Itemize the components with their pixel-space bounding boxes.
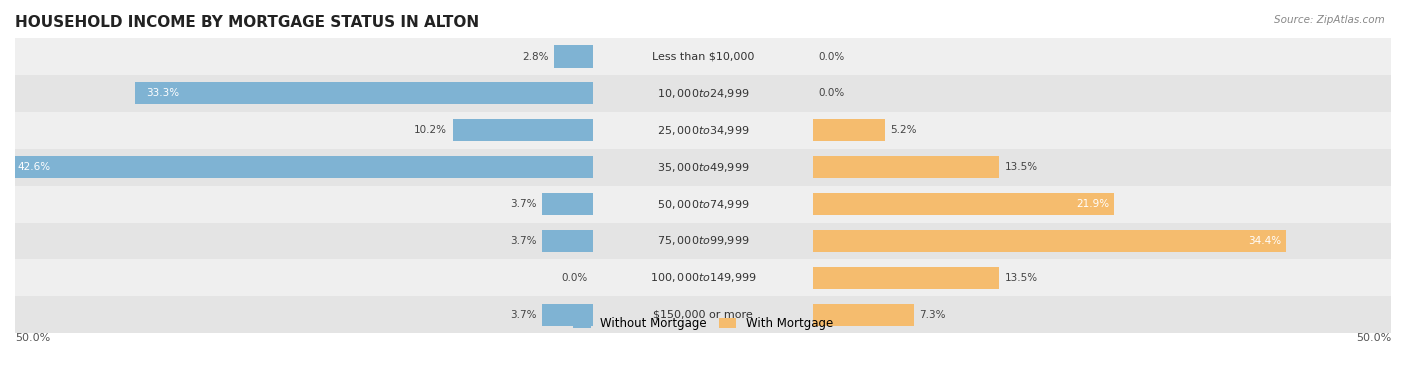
Bar: [15, 296, 1391, 333]
Text: 50.0%: 50.0%: [15, 333, 51, 343]
Text: 0.0%: 0.0%: [818, 89, 845, 98]
Text: $50,000 to $74,999: $50,000 to $74,999: [657, 198, 749, 211]
Bar: [813, 193, 1115, 215]
Text: $150,000 or more: $150,000 or more: [654, 310, 752, 320]
Text: Source: ZipAtlas.com: Source: ZipAtlas.com: [1274, 15, 1385, 25]
Bar: [15, 38, 1391, 75]
Bar: [453, 119, 593, 141]
Bar: [15, 185, 1391, 222]
Bar: [15, 259, 1391, 296]
Text: 42.6%: 42.6%: [18, 162, 51, 172]
Bar: [813, 230, 1286, 252]
Bar: [15, 75, 1391, 112]
Text: 0.0%: 0.0%: [561, 273, 588, 283]
Text: 0.0%: 0.0%: [818, 52, 845, 61]
Text: $35,000 to $49,999: $35,000 to $49,999: [657, 161, 749, 174]
Bar: [541, 193, 593, 215]
Bar: [7, 156, 593, 178]
Text: $75,000 to $99,999: $75,000 to $99,999: [657, 234, 749, 247]
Text: $10,000 to $24,999: $10,000 to $24,999: [657, 87, 749, 100]
Legend: Without Mortgage, With Mortgage: Without Mortgage, With Mortgage: [574, 317, 832, 330]
Text: 21.9%: 21.9%: [1076, 199, 1109, 209]
Bar: [15, 222, 1391, 259]
Bar: [813, 267, 998, 289]
Text: 10.2%: 10.2%: [413, 125, 447, 135]
Text: 3.7%: 3.7%: [510, 236, 537, 246]
Text: 50.0%: 50.0%: [1355, 333, 1391, 343]
Bar: [813, 303, 914, 326]
Bar: [541, 230, 593, 252]
Text: 34.4%: 34.4%: [1247, 236, 1281, 246]
Bar: [15, 149, 1391, 185]
Text: 3.7%: 3.7%: [510, 199, 537, 209]
Bar: [541, 303, 593, 326]
Bar: [135, 82, 593, 104]
Text: Less than $10,000: Less than $10,000: [652, 52, 754, 61]
Text: 13.5%: 13.5%: [1004, 273, 1038, 283]
Bar: [813, 156, 998, 178]
Text: $100,000 to $149,999: $100,000 to $149,999: [650, 271, 756, 284]
Text: $25,000 to $34,999: $25,000 to $34,999: [657, 124, 749, 137]
Text: HOUSEHOLD INCOME BY MORTGAGE STATUS IN ALTON: HOUSEHOLD INCOME BY MORTGAGE STATUS IN A…: [15, 15, 479, 30]
Bar: [15, 112, 1391, 149]
Text: 7.3%: 7.3%: [920, 310, 945, 320]
Text: 5.2%: 5.2%: [890, 125, 917, 135]
Bar: [813, 119, 884, 141]
Bar: [554, 46, 593, 67]
Text: 33.3%: 33.3%: [146, 89, 179, 98]
Text: 2.8%: 2.8%: [523, 52, 548, 61]
Text: 13.5%: 13.5%: [1004, 162, 1038, 172]
Text: 3.7%: 3.7%: [510, 310, 537, 320]
